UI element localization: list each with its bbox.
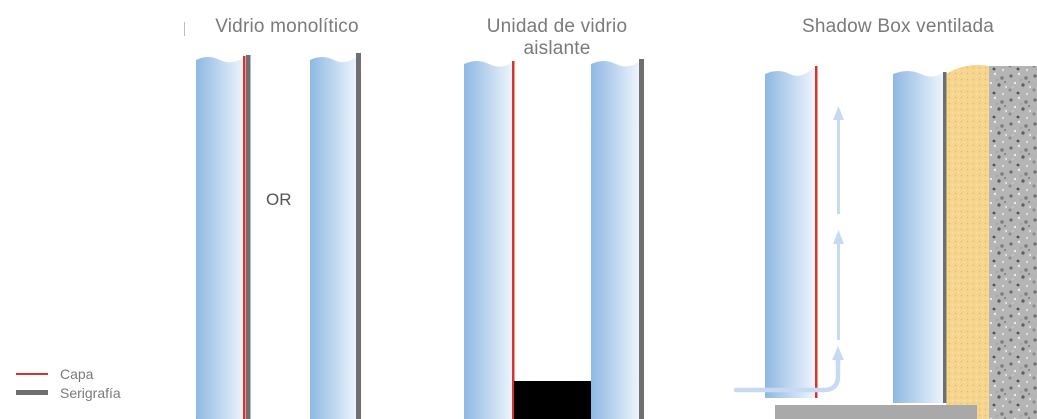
title-monolithic-glass: Vidrio monolítico — [215, 16, 359, 37]
inner-glass-pane — [591, 61, 640, 419]
legend-label: Capa — [60, 365, 94, 382]
airflow-arrows — [733, 106, 844, 393]
outer-glass-pane — [464, 61, 513, 419]
insulation-layer — [946, 65, 989, 419]
frit-layer — [356, 53, 361, 419]
insulating-glass-unit — [464, 59, 644, 419]
arrow-shaft — [837, 244, 840, 340]
spacer — [514, 381, 591, 419]
coating-line — [243, 56, 246, 419]
arrow-head — [833, 230, 844, 244]
legend: Capa Serigrafía — [16, 364, 121, 402]
glass-pane — [310, 56, 357, 419]
title-insulating-glass-unit: Unidad de vidrio aislante — [452, 16, 662, 60]
legend-item-frit: Serigrafía — [16, 383, 121, 402]
arrow-shaft — [837, 120, 840, 214]
title-divider — [184, 22, 185, 36]
or-label: OR — [266, 190, 292, 209]
frit-layer — [246, 55, 251, 419]
legend-item-coating: Capa — [16, 364, 121, 383]
legend-label: Serigrafía — [60, 384, 121, 401]
legend-swatch-frit — [16, 390, 48, 395]
sill-ledge — [775, 405, 977, 419]
legend-swatch-coating — [16, 372, 48, 375]
title-line-2: aislante — [523, 38, 591, 59]
shadow-box-assembly — [733, 65, 1037, 419]
glass-pane — [196, 57, 244, 419]
monolithic-glass-fritted — [310, 53, 361, 419]
frit-layer — [639, 59, 644, 419]
monolithic-glass-coated — [196, 55, 251, 419]
backpan-glass — [893, 71, 944, 403]
vision-glass — [765, 66, 815, 398]
title-shadow-box: Shadow Box ventilada — [801, 16, 994, 37]
coating-line — [512, 61, 515, 419]
title-line-1: Unidad de vidrio — [486, 16, 628, 37]
arrow-head — [832, 346, 844, 360]
coating-line — [815, 66, 818, 398]
arrow-head — [833, 106, 844, 120]
concrete-backup-wall — [989, 66, 1037, 419]
airflow-inlet-arrow — [733, 356, 841, 393]
frit-layer — [943, 72, 947, 403]
